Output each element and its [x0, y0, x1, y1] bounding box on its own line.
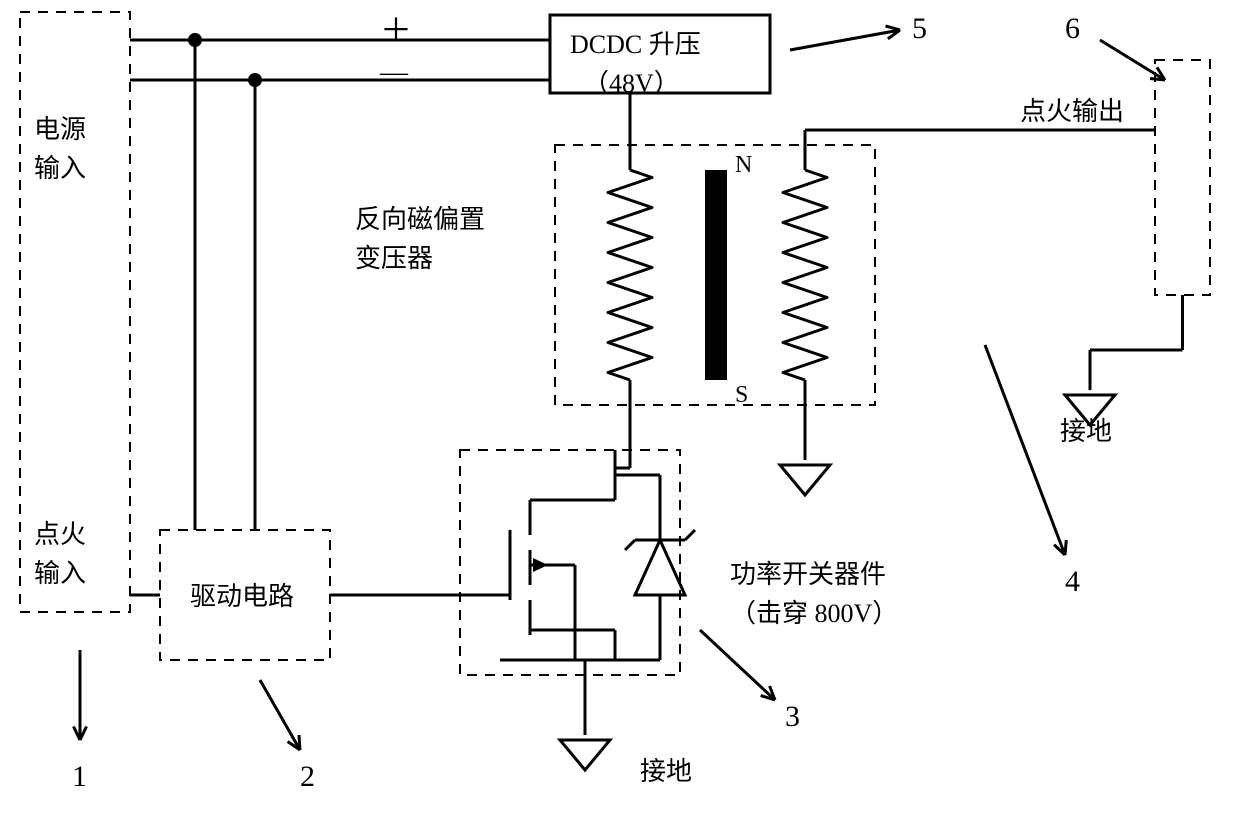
dcdc-label: DCDC 升压 （48V） [570, 25, 701, 103]
drive-circuit-label: 驱动电路 [190, 580, 294, 614]
magnet-s-label: S [735, 380, 748, 411]
plus-label: ＋ [380, 10, 412, 52]
ignition-output-label: 点火输出 [1020, 95, 1124, 129]
ignition-input-label: 点火 输入 [34, 515, 86, 593]
ground-out-label: 接地 [1060, 415, 1112, 449]
power-input-label: 电源 输入 [34, 110, 86, 188]
ground-sw-label: 接地 [640, 755, 692, 789]
power-switch-label: 功率开关器件 （击穿 800V） [730, 555, 898, 633]
minus-label: — [380, 55, 408, 91]
callout-1: 1 [72, 760, 87, 794]
callout-3: 3 [785, 700, 800, 734]
callout-4: 4 [1065, 565, 1080, 599]
callout-6: 6 [1065, 12, 1080, 46]
magnet-n-label: N [735, 150, 752, 181]
callout-5: 5 [912, 12, 927, 46]
callout-2: 2 [300, 760, 315, 794]
reverse-bias-label: 反向磁偏置 变压器 [355, 200, 485, 278]
